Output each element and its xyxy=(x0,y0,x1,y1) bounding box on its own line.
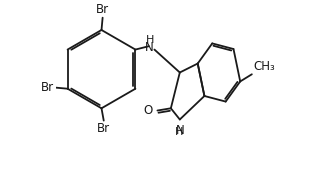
Text: H: H xyxy=(175,127,183,137)
Text: Br: Br xyxy=(96,3,109,16)
Text: H: H xyxy=(146,35,154,45)
Text: O: O xyxy=(143,104,152,117)
Text: Br: Br xyxy=(41,81,54,94)
Text: N: N xyxy=(144,41,153,54)
Text: CH₃: CH₃ xyxy=(253,60,275,73)
Text: Br: Br xyxy=(97,122,110,135)
Text: N: N xyxy=(176,123,185,136)
